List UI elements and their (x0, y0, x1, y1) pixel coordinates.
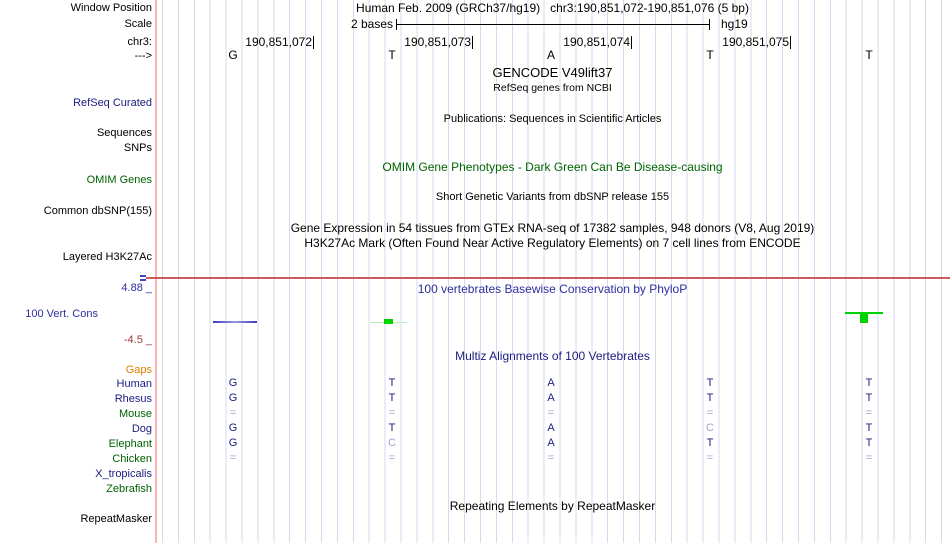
position-tick (313, 36, 314, 49)
align-cell-elephant-1: G (228, 437, 238, 449)
left-label-100-vert-cons[interactable]: 100 Vert. Cons (25, 308, 98, 320)
align-cell-chicken-4: = (706, 452, 714, 464)
align-cell-chicken-1: = (229, 452, 237, 464)
phylop-mark-green-bar (860, 312, 868, 323)
left-label-human[interactable]: Human (116, 378, 152, 390)
left-label-scale[interactable]: Scale (124, 18, 152, 30)
assembly-label: hg19 (721, 17, 748, 31)
phylop-mark-blue-dash (140, 275, 146, 277)
phylop-mark-blue-dash (140, 279, 146, 281)
align-cell-mouse-1: = (229, 407, 237, 419)
left-label-chicken[interactable]: Chicken (112, 453, 152, 465)
base-letter-4: T (706, 48, 714, 62)
align-cell-human-1: G (228, 377, 238, 389)
align-cell-human-2: T (388, 377, 396, 389)
left-label-item[interactable]: ---> (134, 50, 152, 62)
left-label-refseq-curated[interactable]: RefSeq Curated (73, 97, 152, 109)
align-cell-rhesus-1: G (228, 392, 238, 404)
track-title-short-genetic-variants-from-[interactable]: Short Genetic Variants from dbSNP releas… (435, 191, 670, 203)
align-cell-elephant-2: C (388, 437, 396, 449)
align-cell-rhesus-5: T (865, 392, 873, 404)
track-title-gene-expression-in-54-tissue[interactable]: Gene Expression in 54 tissues from GTEx … (290, 221, 815, 235)
left-label-window-position[interactable]: Window Position (70, 2, 152, 14)
align-cell-human-5: T (865, 377, 873, 389)
left-label-mouse[interactable]: Mouse (118, 408, 152, 420)
align-cell-chicken-5: = (865, 452, 873, 464)
align-cell-mouse-3: = (547, 407, 555, 419)
scale-value: 2 bases (350, 17, 393, 31)
align-cell-dog-3: A (547, 422, 555, 434)
base-letter-2: T (388, 48, 396, 62)
align-cell-human-3: A (547, 377, 555, 389)
grid-lines (162, 0, 950, 543)
align-cell-human-4: T (706, 377, 714, 389)
left-label-omim-genes[interactable]: OMIM Genes (86, 174, 152, 186)
align-cell-elephant-5: T (865, 437, 873, 449)
scale-ruler-line (396, 24, 709, 25)
left-label-dog[interactable]: Dog (131, 423, 152, 435)
phylop-mark-blue-line (213, 321, 257, 323)
track-title-refseq-genes-from-ncbi[interactable]: RefSeq genes from NCBI (493, 82, 612, 94)
position-label-190-851-073: 190,851,073 (404, 35, 471, 49)
left-label-chr3[interactable]: chr3: (127, 36, 152, 48)
align-cell-elephant-4: T (706, 437, 714, 449)
left-label-zebrafish[interactable]: Zebrafish (106, 483, 152, 495)
scale-ruler-left-cap (396, 19, 397, 30)
align-cell-rhesus-2: T (388, 392, 396, 404)
align-cell-dog-2: T (388, 422, 396, 434)
left-label-x-tropicalis[interactable]: X_tropicalis (95, 468, 152, 480)
track-baseline-red-line (146, 277, 950, 279)
align-cell-dog-5: T (865, 422, 873, 434)
label-separator-line (155, 0, 157, 543)
left-label-4-88[interactable]: 4.88 _ (121, 282, 152, 294)
left-label-4-5[interactable]: -4.5 _ (123, 334, 152, 346)
track-title-h3k27ac-mark-often-found-nea[interactable]: H3K27Ac Mark (Often Found Near Active Re… (304, 236, 801, 250)
left-label-rhesus[interactable]: Rhesus (114, 393, 152, 405)
track-title-omim-gene-phenotypes-dark-gr[interactable]: OMIM Gene Phenotypes - Dark Green Can Be… (382, 160, 723, 174)
left-label-gaps[interactable]: Gaps (125, 364, 152, 376)
align-cell-mouse-5: = (865, 407, 873, 419)
track-title-multiz-alignments-of-100-ver[interactable]: Multiz Alignments of 100 Vertebrates (455, 349, 650, 363)
position-label-190-851-075: 190,851,075 (722, 35, 789, 49)
position-tick (631, 36, 632, 49)
base-letter-1: G (228, 48, 238, 62)
align-cell-dog-1: G (228, 422, 238, 434)
position-label-190-851-072: 190,851,072 (245, 35, 312, 49)
left-label-snps[interactable]: SNPs (123, 142, 152, 154)
align-cell-rhesus-3: A (547, 392, 555, 404)
position-tick (790, 36, 791, 49)
scale-ruler-right-cap (709, 19, 710, 30)
align-cell-mouse-4: = (706, 407, 714, 419)
left-label-elephant[interactable]: Elephant (108, 438, 152, 450)
position-label-190-851-074: 190,851,074 (563, 35, 630, 49)
left-label-common-dbsnp-155[interactable]: Common dbSNP(155) (43, 205, 152, 217)
align-cell-dog-4: C (706, 422, 714, 434)
track-title-gencode-v49lift37[interactable]: GENCODE V49lift37 (492, 65, 613, 80)
left-label-repeatmasker[interactable]: RepeatMasker (80, 513, 152, 525)
track-title-repeating-elements-by-repeat[interactable]: Repeating Elements by RepeatMasker (449, 499, 656, 513)
base-letter-3: A (546, 48, 555, 62)
left-label-sequences[interactable]: Sequences (96, 127, 152, 139)
align-cell-chicken-2: = (388, 452, 396, 464)
track-title-publications-sequences-in-sc[interactable]: Publications: Sequences in Scientific Ar… (443, 113, 662, 125)
track-title-100-vertebrates-basewise-con[interactable]: 100 vertebrates Basewise Conservation by… (417, 282, 688, 296)
position-tick (472, 36, 473, 49)
align-cell-chicken-3: = (547, 452, 555, 464)
left-label-layered-h3k27ac[interactable]: Layered H3K27Ac (62, 251, 152, 263)
align-cell-mouse-2: = (388, 407, 396, 419)
align-cell-rhesus-4: T (706, 392, 714, 404)
base-letter-5: T (865, 48, 873, 62)
phylop-mark-green-box (384, 319, 393, 324)
align-cell-elephant-3: A (547, 437, 555, 449)
browser-position-title: Human Feb. 2009 (GRCh37/hg19) chr3:190,8… (356, 1, 749, 15)
